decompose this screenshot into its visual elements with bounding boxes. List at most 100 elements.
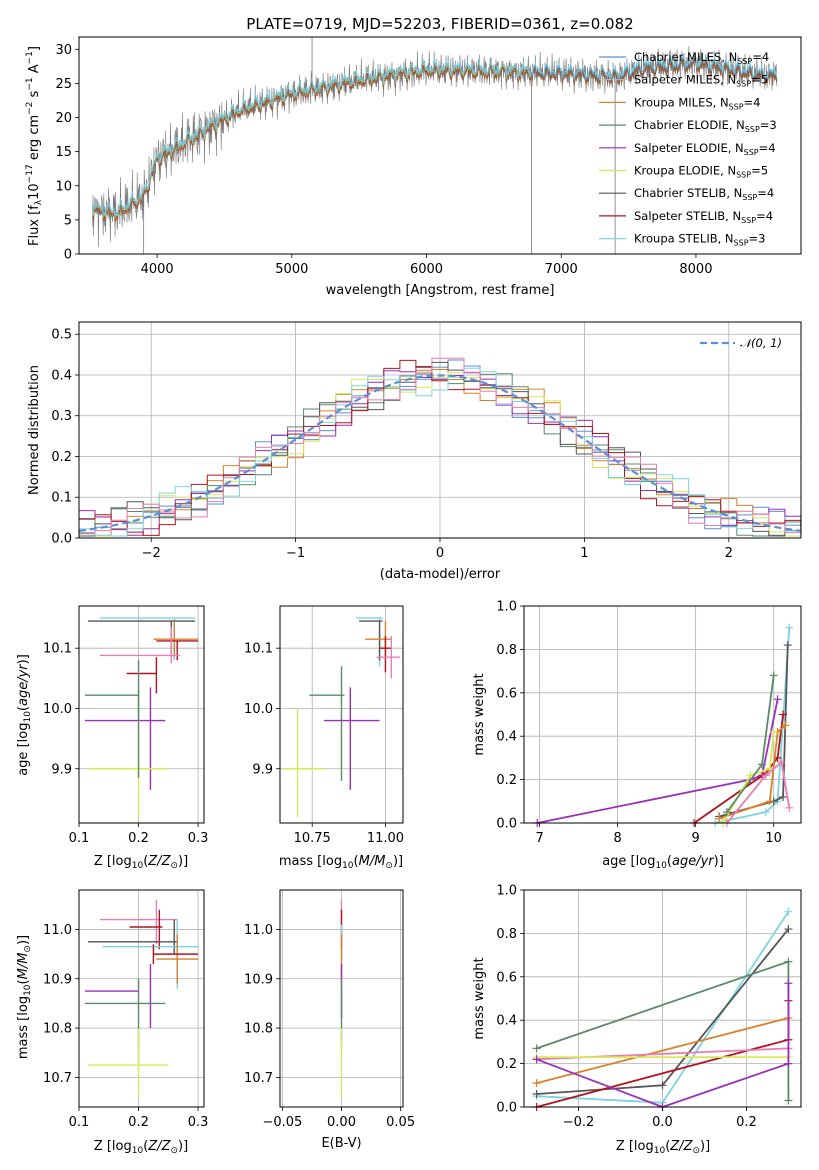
weight-marker (784, 925, 793, 934)
Z-xlabel-1: Z [log10(Z/Z⊙)] (94, 854, 188, 871)
weight-marker (777, 758, 786, 767)
errorbar-point (359, 620, 383, 661)
legend-label: 𝒩(0, 1) (740, 336, 782, 350)
y-tick-label: 0.1 (51, 491, 72, 506)
spectrum-ylabel: Flux [fλ10−17 erg cm−2 s−1 A−1] (25, 46, 44, 246)
weight-marker (722, 808, 731, 817)
errorbar-point (99, 899, 178, 945)
weight-line (693, 714, 784, 824)
weight-series (532, 925, 793, 1098)
errorbar-point (323, 687, 380, 790)
weight-marker (784, 957, 793, 966)
legend-label: Kroupa STELIB, NSSP=3 (634, 232, 765, 248)
age-vs-Z-data (84, 617, 199, 817)
weight-marker (761, 771, 770, 780)
y-tick-label: 10.1 (43, 642, 72, 657)
age-vs-Z-frame (78, 605, 205, 824)
errorbar-point (87, 1028, 169, 1098)
y-tick-label: 0.8 (496, 927, 517, 942)
weight-marker (658, 1081, 667, 1090)
weight-vs-metallicity-panel: −0.2 0.0 0.2 0.0 0.2 0.4 0.6 0.8 1.0 mass weight (472, 884, 802, 1130)
weight-marker (784, 1096, 793, 1105)
x-tick-label: 6000 (410, 262, 443, 277)
y-tick-label: 10.7 (43, 1071, 72, 1086)
x-tick-label: 0.2 (128, 831, 149, 846)
age-ylabel: age [log10(age/yr)] (16, 654, 33, 776)
spectrum-panel: 4000 5000 6000 7000 8000 0 5 10 15 20 25 30 waveleng… (55, 36, 802, 298)
x-tick-label: 0 (436, 546, 444, 561)
weight-marker (779, 792, 788, 801)
errorbar-point (156, 934, 199, 984)
x-tick-label: 5000 (275, 262, 308, 277)
residuals-ylabel: Normed distribution (27, 365, 42, 495)
legend-label: Kroupa MILES, NSSP=4 (634, 95, 760, 111)
errorbar-point (376, 636, 401, 679)
y-tick-label: 0.2 (496, 1057, 517, 1072)
y-tick-label: 0.6 (496, 686, 517, 701)
spectrum-data (92, 37, 778, 254)
y-tick-label: 0.2 (496, 773, 517, 788)
weight-marker (769, 727, 778, 736)
weight-marker (781, 721, 790, 730)
age-xlabel: age [log10(age/yr)] (602, 854, 724, 871)
y-tick-label: 10.0 (244, 702, 273, 717)
legend-label: Salpeter ELODIE, NSSP=4 (634, 141, 776, 157)
x-tick-label: 8 (613, 831, 621, 846)
model-line-kroupa-stelib (92, 54, 778, 217)
y-tick-label: 11.0 (244, 923, 273, 938)
mass-vs-Z-frame (78, 889, 205, 1108)
y-tick-label: 9.9 (252, 762, 273, 777)
mass-vs-ebv-panel: −0.05 0.00 0.05 10.7 10.8 10.9 11.0 E(B-V) (244, 889, 415, 1151)
errorbar-point (87, 720, 169, 817)
weight-marker (784, 1059, 793, 1068)
errorbar-point (87, 919, 178, 955)
errorbar-point (126, 657, 158, 694)
errorbar-point (84, 660, 140, 721)
errorbar-point (356, 617, 383, 667)
mass-xlabel: mass [log10(M/M⊙)] (279, 854, 403, 871)
legend-label: Chabrier STELIB, NSSP=4 (634, 186, 774, 202)
x-tick-label: 0.2 (736, 1115, 757, 1130)
errorbar-point (309, 666, 345, 781)
errorbar-point (364, 621, 392, 661)
x-tick-label: 7000 (545, 262, 578, 277)
legend-label: Chabrier MILES, NSSP=4 (634, 50, 769, 66)
weight-marker (779, 710, 788, 719)
y-tick-label: 0.0 (496, 1101, 517, 1116)
x-tick-label: 2 (725, 546, 733, 561)
x-tick-label: 1 (580, 546, 588, 561)
y-tick-label: 0.0 (51, 532, 72, 547)
y-tick-label: 0.5 (51, 328, 72, 343)
x-tick-label: 11.00 (367, 831, 404, 846)
spectrum-frame (78, 36, 802, 255)
weight-marker (715, 814, 724, 823)
weight-series (722, 671, 778, 817)
x-tick-label: −0.2 (563, 1115, 595, 1130)
errorbar-point (156, 640, 199, 661)
spectrum-axes: 4000 5000 6000 7000 8000 0 5 10 15 20 25 30 (55, 36, 802, 277)
y-tick-label: 0.6 (496, 970, 517, 985)
weight-marker (785, 623, 794, 632)
y-tick-label: 11.0 (43, 923, 72, 938)
errorbar-point (379, 636, 392, 673)
y-tick-label: 10.1 (244, 642, 273, 657)
y-tick-label: 5 (64, 213, 72, 228)
Z-xlabel-2: Z [log10(Z/Z⊙)] (94, 1139, 188, 1156)
age-vs-mass-axes: 10.75 11.00 9.9 10.0 10.1 (244, 605, 404, 846)
weight-marker (785, 803, 794, 812)
y-tick-label: 9.9 (51, 762, 72, 777)
x-tick-label: 0.00 (327, 1115, 356, 1130)
weight-vs-age-data (533, 623, 794, 827)
x-tick-label: 7 (535, 831, 543, 846)
y-tick-label: 20 (55, 111, 72, 126)
mass-ylabel: mass [log10(M/M⊙)] (16, 935, 33, 1059)
spectrum-xlabel: wavelength [Angstrom, rest frame] (326, 283, 555, 298)
x-tick-label: 0.2 (128, 1115, 149, 1130)
y-tick-label: 0.0 (496, 817, 517, 832)
errorbar-point (282, 708, 324, 817)
weight-line (536, 1017, 789, 1084)
weight-vs-Z-axes: −0.2 0.0 0.2 0.0 0.2 0.4 0.6 0.8 1.0 (496, 884, 802, 1130)
y-tick-label: 0.8 (496, 643, 517, 658)
y-tick-label: 1.0 (496, 884, 517, 899)
